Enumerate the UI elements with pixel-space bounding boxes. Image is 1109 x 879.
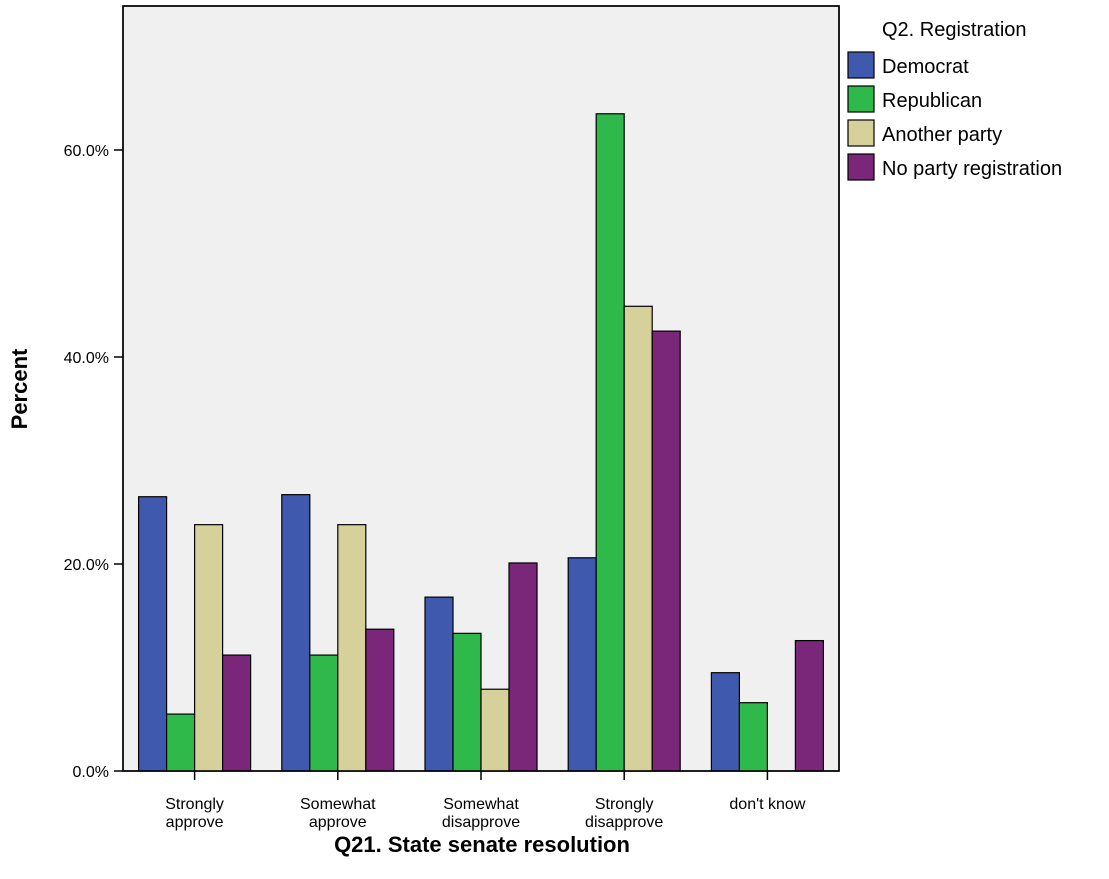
bar-no-party-registration [222,654,252,772]
legend-swatch [847,85,875,113]
bar-another-party [337,524,367,772]
legend-label: Democrat [882,56,969,78]
bars-group [138,113,825,772]
bar-another-party [623,305,653,772]
bar-another-party [480,688,510,772]
bar-no-party-registration [365,628,395,772]
x-axis-title: Q21. State senate resolution [334,832,630,857]
x-tick-label: Strongly approve [165,796,224,831]
legend-label: No party registration [882,158,1062,180]
bar-republican [452,632,482,772]
legend-title: Q2. Registration [882,19,1027,41]
bar-no-party-registration [651,330,681,772]
bar-republican [595,113,625,772]
y-tick-label: 20.0% [64,557,109,574]
x-tick-label: Somewhat approve [300,796,376,831]
bar-democrat [424,596,454,772]
bar-no-party-registration [794,639,825,772]
bar-no-party-registration [508,562,538,772]
bar-republican [309,654,339,772]
y-tick-label: 0.0% [73,764,109,781]
legend-swatch [847,51,875,79]
legend-swatch [847,119,875,147]
bar-republican [738,702,769,772]
y-tick-label: 60.0% [64,143,109,160]
bar-democrat [281,494,311,772]
bar-democrat [710,672,741,772]
x-tick-label: don't know [729,796,805,813]
x-tick-label: Somewhat disapprove [442,796,520,831]
x-axis: Strongly approve Somewhat approve Somewhat di… [122,5,840,831]
plot-frame [122,5,840,772]
y-axis-title: Percent [7,348,32,429]
legend-label: Another party [882,124,1002,146]
y-axis: 0.0% 20.0% 40.0% 60.0% [64,143,123,781]
bar-democrat [138,496,168,772]
legend-swatch [847,153,875,181]
legend: Q2. Registration Democrat Republican Anoth… [847,19,1062,181]
bar-republican [166,713,196,772]
bar-another-party [194,524,224,772]
bar-democrat [567,557,597,772]
x-tick-label: Strongly disapprove [585,796,663,831]
legend-label: Republican [882,90,982,112]
y-tick-label: 40.0% [64,350,109,367]
